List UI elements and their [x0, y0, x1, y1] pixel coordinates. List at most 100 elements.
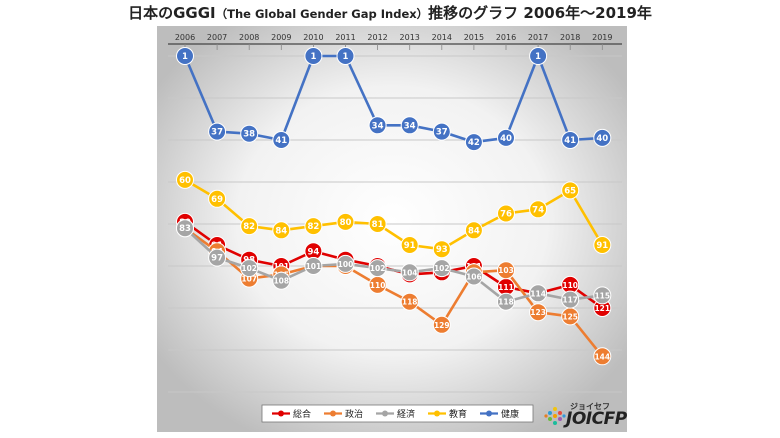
data-label: 121: [594, 304, 610, 313]
legend-item: 教育: [428, 408, 467, 420]
data-label: 37: [211, 128, 223, 138]
legend-label: 経済: [397, 408, 415, 420]
x-tick-label: 2018: [560, 33, 580, 42]
data-label: 84: [275, 226, 287, 236]
legend-item: 政治: [324, 408, 363, 420]
data-label: 60: [179, 176, 191, 186]
data-point: [336, 47, 355, 65]
legend-label: 教育: [449, 408, 467, 420]
x-tick-label: 2017: [528, 33, 548, 42]
data-label: 69: [211, 195, 223, 205]
data-label: 82: [243, 222, 255, 232]
data-point: [593, 128, 612, 147]
data-point: [272, 271, 291, 290]
data-point: [400, 292, 419, 311]
data-label: 102: [241, 264, 257, 273]
data-point: [336, 254, 355, 273]
data-label: 100: [338, 260, 354, 269]
plot-background: [157, 26, 627, 432]
data-label: 82: [307, 222, 319, 232]
data-label: 118: [402, 298, 418, 307]
series-健康: 1 37 38 41 1 1 34 34 37 42 40 1 41 40: [176, 47, 612, 152]
legend-label: 総合: [293, 408, 311, 420]
data-point: [240, 124, 259, 143]
data-point: [176, 47, 194, 65]
legend-label: 健康: [501, 408, 519, 420]
x-tick-label: 2010: [303, 33, 323, 42]
x-tick-label: 2016: [496, 33, 516, 42]
data-point: [240, 217, 259, 236]
data-label: 91: [596, 241, 608, 251]
data-point: [176, 170, 194, 189]
x-tick-label: 2007: [207, 33, 227, 42]
data-label: 117: [562, 296, 578, 305]
data-label: 41: [564, 136, 576, 146]
page-title: 日本のGGGI（The Global Gender Gap Index）推移のグ…: [128, 4, 652, 22]
data-point: [432, 240, 451, 259]
data-point: [432, 122, 451, 141]
x-tick-label: 2019: [592, 33, 612, 42]
data-point: [529, 284, 548, 303]
data-point: [336, 212, 355, 231]
data-point: [368, 259, 387, 278]
data-point: [529, 303, 548, 322]
data-point: [400, 263, 419, 282]
data-point: [208, 189, 227, 208]
data-label: 84: [468, 226, 480, 236]
data-label: 101: [306, 262, 322, 271]
data-label: 110: [562, 281, 578, 290]
data-label: 125: [562, 312, 578, 321]
data-point: [464, 221, 483, 240]
data-label: 80: [340, 218, 352, 228]
globe-icon: [544, 407, 566, 425]
data-point: [593, 286, 612, 305]
data-label: 81: [372, 220, 384, 230]
data-label: 129: [434, 321, 450, 330]
data-point: [432, 315, 451, 334]
data-label: 115: [594, 291, 610, 300]
data-label: 1: [535, 52, 541, 62]
legend-item: 経済: [376, 408, 415, 420]
data-label: 74: [532, 205, 544, 215]
series-経済: 83 97 102 108 101 100 102 104 102 106 118 114 117 115: [176, 219, 612, 311]
x-tick-label: 2013: [400, 33, 420, 42]
legend: 総合 政治 経済 教育 健康: [261, 404, 534, 423]
data-label: 110: [370, 281, 386, 290]
data-point: [529, 200, 548, 219]
x-tick-label: 2008: [239, 33, 259, 42]
data-point: [497, 292, 515, 311]
data-label: 1: [343, 52, 349, 62]
legend-marker: [330, 410, 336, 417]
data-label: 102: [370, 264, 386, 273]
data-label: 104: [402, 268, 418, 277]
data-point: [368, 116, 387, 135]
joicfp-logo: ジョイセフ JOICFP: [542, 401, 627, 431]
data-point: [561, 181, 580, 200]
data-label: 97: [211, 254, 223, 264]
data-point: [497, 204, 515, 223]
x-tick-label: 2012: [367, 33, 387, 42]
data-point: [208, 122, 227, 141]
data-point: [432, 259, 451, 278]
data-label: 118: [498, 298, 514, 307]
x-tick-label: 2011: [335, 33, 355, 42]
data-point: [304, 217, 323, 236]
legend-item: 総合: [272, 408, 311, 420]
data-point: [561, 131, 580, 149]
data-label: 1: [182, 52, 188, 62]
data-label: 107: [241, 275, 257, 284]
data-point: [464, 133, 483, 152]
legend-marker: [382, 410, 388, 417]
data-label: 34: [372, 121, 384, 131]
legend-item: 健康: [480, 408, 519, 420]
data-label: 144: [594, 352, 610, 361]
data-point: [497, 261, 515, 280]
data-label: 42: [468, 138, 480, 148]
legend-box: [261, 404, 534, 423]
data-point: [561, 290, 580, 309]
data-label: 38: [243, 130, 255, 140]
x-tick-label: 2015: [464, 33, 484, 42]
data-label: 65: [564, 186, 576, 196]
data-point: [240, 259, 259, 278]
